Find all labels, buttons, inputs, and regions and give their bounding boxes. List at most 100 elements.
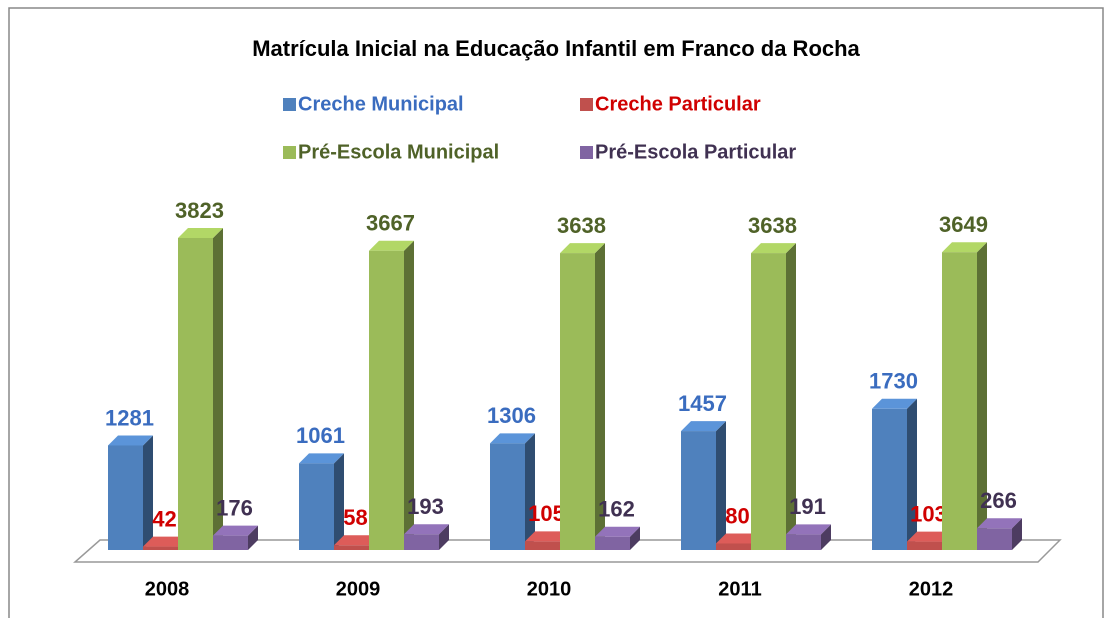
bar-front — [525, 541, 560, 550]
bar-front — [299, 463, 334, 550]
bar — [977, 518, 1022, 550]
bar-front — [143, 546, 178, 550]
bar-front — [942, 252, 977, 550]
bar — [560, 243, 605, 550]
bar — [681, 421, 726, 550]
value-label: 1306 — [487, 403, 536, 428]
bar-side — [334, 453, 344, 550]
bar-front — [977, 528, 1012, 550]
value-label: 1281 — [105, 405, 154, 430]
bar-top — [681, 421, 726, 432]
bar-side — [439, 524, 449, 550]
bar-front — [369, 250, 404, 550]
bar — [490, 433, 535, 550]
bar-front — [786, 534, 821, 550]
bar-front — [716, 543, 751, 550]
bar-side — [716, 421, 726, 550]
bar — [299, 453, 344, 550]
bar-front — [560, 253, 595, 550]
legend-swatch — [580, 98, 593, 111]
bar-front — [751, 253, 786, 550]
value-label: 3823 — [175, 198, 224, 223]
x-tick-label: 2012 — [909, 578, 954, 600]
bar — [751, 243, 796, 550]
bar-top — [404, 524, 449, 535]
bar-top — [786, 524, 831, 535]
x-tick-label: 2009 — [336, 578, 381, 600]
bar-top — [907, 531, 952, 542]
bar-top — [143, 536, 188, 547]
x-tick-label: 2008 — [145, 578, 190, 600]
value-label: 103 — [910, 501, 947, 526]
bar-top — [490, 433, 535, 444]
bar-front — [907, 541, 942, 550]
bar-front — [108, 445, 143, 550]
value-label: 176 — [216, 495, 253, 520]
bar-top — [716, 533, 761, 544]
bar-top — [525, 531, 570, 542]
bar — [786, 524, 831, 550]
value-label: 3667 — [366, 211, 415, 236]
legend-label: Creche Particular — [595, 93, 761, 115]
bar-side — [786, 243, 796, 550]
bar-top — [560, 243, 605, 254]
bar-side — [525, 433, 535, 550]
bar-side — [630, 526, 640, 550]
value-label: 1457 — [678, 391, 727, 416]
bar-top — [369, 240, 414, 251]
legend-swatch — [283, 98, 296, 111]
bar-top — [595, 526, 640, 537]
value-label: 193 — [407, 494, 444, 519]
legend-label: Pré-Escola Particular — [595, 141, 796, 163]
bar-front — [178, 238, 213, 550]
bar — [872, 398, 917, 550]
bar-side — [595, 243, 605, 550]
x-tick-label: 2011 — [718, 578, 761, 600]
bar — [595, 526, 640, 550]
legend-label: Pré-Escola Municipal — [298, 141, 499, 163]
bar-front — [595, 536, 630, 550]
bar-side — [907, 398, 917, 550]
bar-side — [143, 435, 153, 550]
value-label: 191 — [789, 494, 826, 519]
bar-front — [213, 535, 248, 550]
value-label: 80 — [725, 503, 749, 528]
legend-swatch — [580, 146, 593, 159]
value-label: 1061 — [296, 423, 345, 448]
bar-side — [1012, 518, 1022, 550]
bar-top — [334, 535, 379, 546]
legend-label: Creche Municipal — [298, 93, 464, 115]
bar-top — [213, 525, 258, 536]
value-label: 58 — [343, 505, 367, 530]
value-label: 42 — [152, 506, 176, 531]
bar-top — [108, 435, 153, 446]
bar-top — [299, 453, 344, 464]
bar — [178, 228, 223, 550]
bar — [942, 242, 987, 550]
bar-side — [404, 240, 414, 550]
value-label: 3638 — [557, 213, 606, 238]
chart-title: Matrícula Inicial na Educação Infantil e… — [252, 36, 860, 61]
legend-swatch — [283, 146, 296, 159]
x-tick-label: 2010 — [527, 578, 572, 600]
value-label: 162 — [598, 497, 635, 522]
bar-front — [404, 534, 439, 550]
bar — [404, 524, 449, 550]
bar-side — [248, 525, 258, 550]
bar — [108, 435, 153, 550]
bar-side — [213, 228, 223, 550]
value-label: 105 — [528, 501, 565, 526]
bar-front — [681, 431, 716, 550]
bar-front — [872, 408, 907, 550]
bar-front — [490, 443, 525, 550]
bar-top — [942, 242, 987, 253]
value-label: 1730 — [869, 369, 918, 394]
bar-top — [178, 228, 223, 238]
bar-top — [872, 398, 917, 409]
bar — [213, 525, 258, 550]
bar-front — [334, 545, 369, 550]
chart-border — [8, 7, 1104, 618]
value-label: 266 — [980, 488, 1017, 513]
value-label: 3649 — [939, 212, 988, 237]
